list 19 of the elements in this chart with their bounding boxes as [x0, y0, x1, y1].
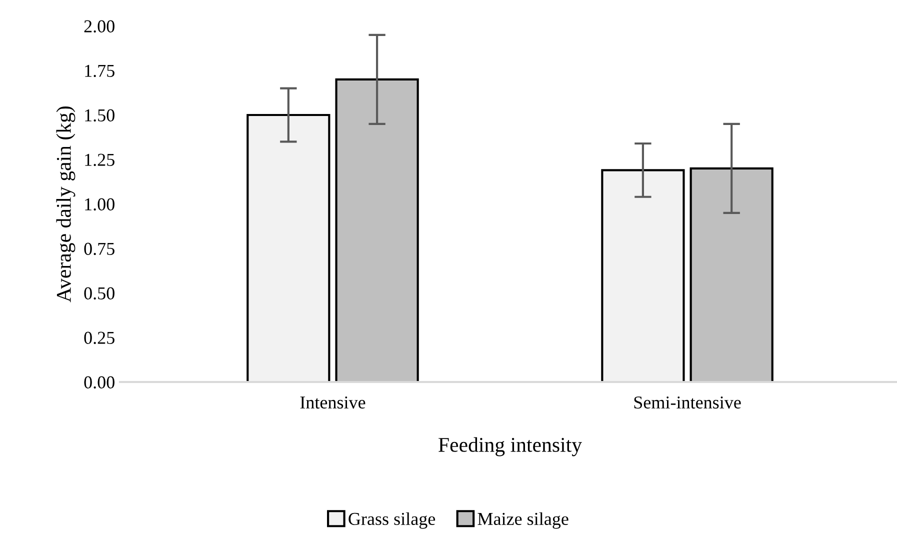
x-axis-title: Feeding intensity: [438, 437, 582, 456]
y-tick-label: 1.50: [85, 109, 114, 122]
y-tick-label: 0.75: [84, 242, 114, 256]
y-axis-title: Average daily gain (kg): [56, 106, 76, 302]
y-tick-label: 0.50: [84, 287, 114, 300]
bar: [601, 169, 685, 382]
y-tick-label: 1.75: [85, 64, 114, 78]
bar: [690, 167, 774, 382]
x-tick-label: Semi-intensive: [634, 396, 741, 409]
legend-label: Grass silage: [348, 512, 436, 529]
y-tick-label: 1.00: [85, 198, 114, 211]
x-tick-label: Intensive: [300, 396, 366, 409]
y-tick-label: 0.25: [84, 332, 114, 344]
bar: [246, 114, 330, 382]
y-tick-label: 1.25: [85, 154, 114, 166]
legend-label: Maize silage: [478, 512, 568, 529]
y-tick-label: 0.00: [84, 376, 114, 389]
bar: [335, 78, 419, 382]
y-tick-label: 2.00: [84, 20, 114, 33]
